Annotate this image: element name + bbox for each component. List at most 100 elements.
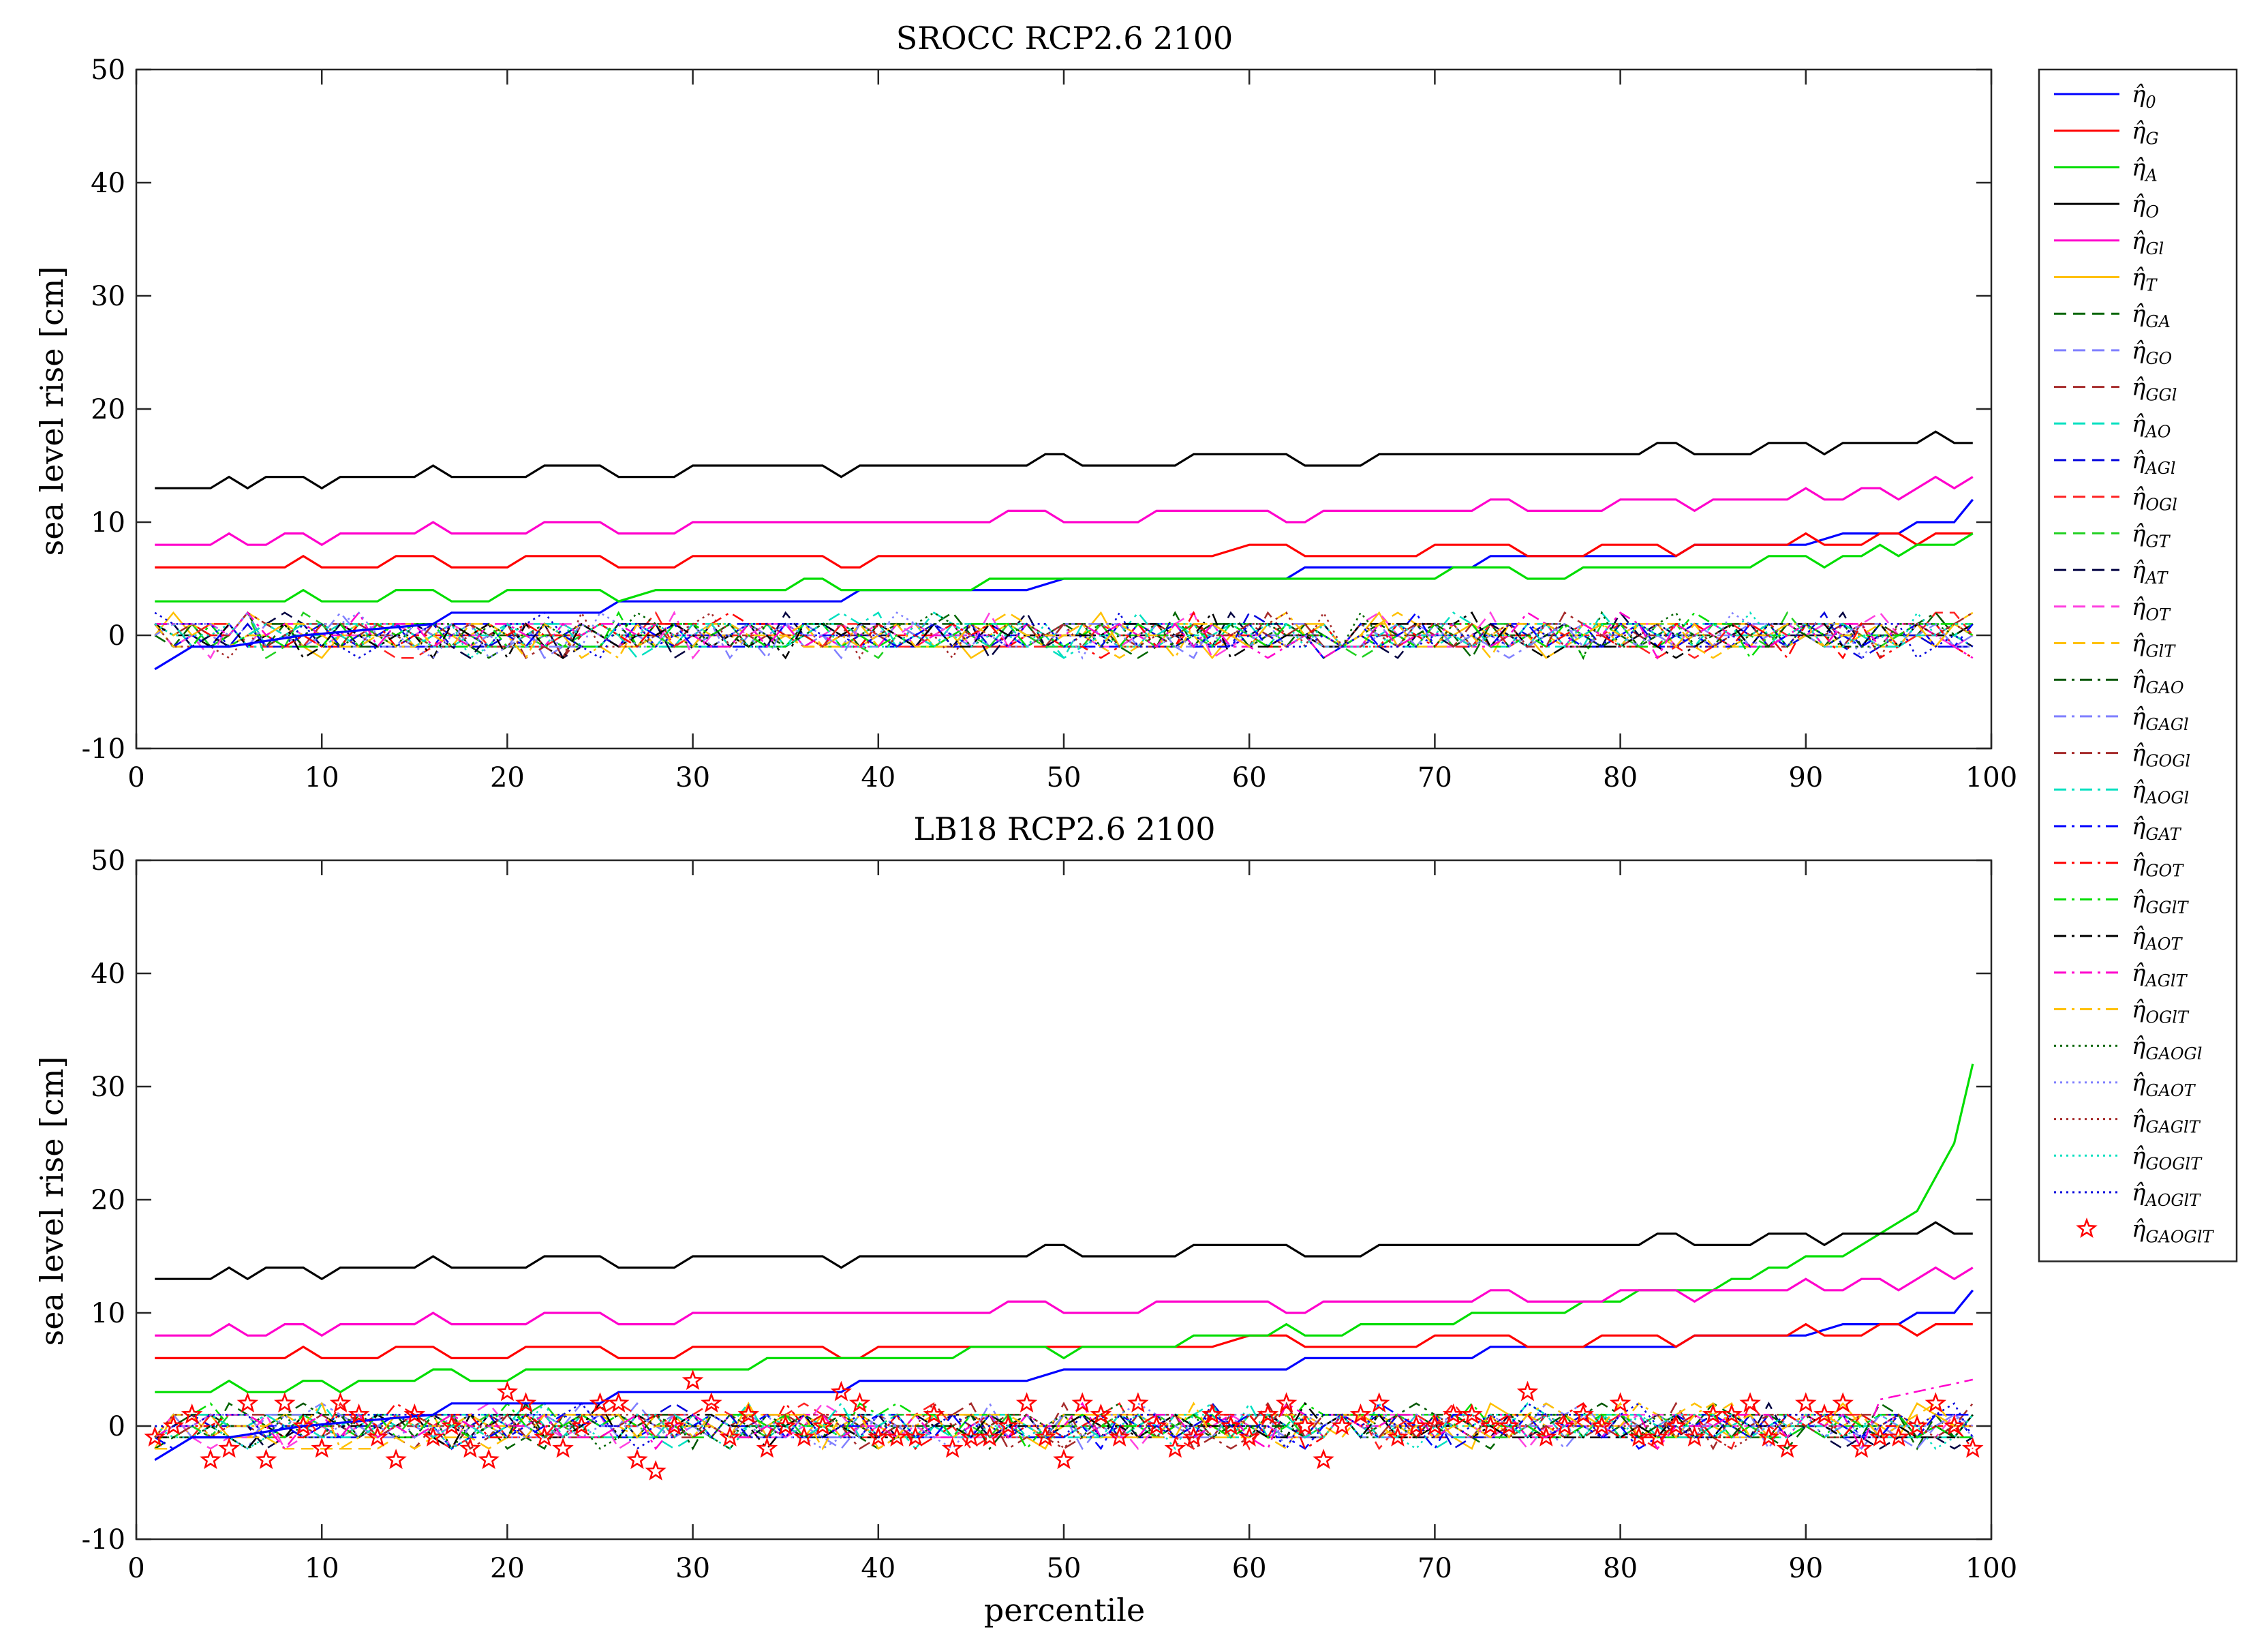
x-tick-label: 0 [127,1553,144,1584]
star-point [1888,1426,1910,1446]
legend-label-base: η̂ [2132,154,2146,181]
legend-label-base: η̂ [2132,667,2146,694]
star-point [1683,1426,1706,1446]
plot-area [154,430,1974,671]
star-point [1721,1403,1743,1424]
star-point [1257,1403,1279,1424]
star-point [1108,1426,1131,1446]
legend-star-marker [2076,1217,2098,1239]
star-point [1146,1414,1167,1436]
star-point [626,1449,648,1470]
x-tick-label: 100 [1965,1553,2017,1584]
star-point [1015,1392,1038,1413]
panel-lb18: LB18 RCP2.6 2100 sea level rise [cm] per… [33,811,2017,1629]
legend-label-base: η̂ [2132,374,2146,402]
legend-label-base: η̂ [2132,1033,2146,1060]
star-point [1813,1403,1835,1424]
x-tick-label: 60 [1232,762,1267,793]
legend-label: η̂GAGl [2132,703,2189,734]
legend-label: η̂AOGlT [2132,1179,2201,1210]
legend-label: η̂GT [2132,520,2171,551]
legend-label-base: η̂ [2132,813,2146,840]
legend-label: η̂GAT [2132,813,2182,844]
star-point [1776,1437,1798,1458]
star-point [1368,1392,1390,1413]
star-point [1591,1414,1613,1436]
series-line-gogl [154,611,1974,659]
legend-label-subscript: GO [2145,349,2172,368]
star-point [1739,1392,1761,1413]
legend-label-subscript: GT [2145,532,2171,551]
star-point [552,1437,574,1458]
star-point [1424,1414,1446,1436]
star-point [1516,1380,1539,1402]
legend-label: η̂GAOGl [2132,1033,2202,1063]
x-tick-label: 100 [1965,762,2017,793]
legend-box [2038,68,2238,1262]
star-point [181,1403,203,1424]
series-line [155,475,1974,547]
star-point [218,1437,240,1458]
legend-label: η̂GGlT [2132,886,2189,917]
legend-label-subscript: AT [2144,569,2169,588]
star-point [793,1426,815,1446]
star-point [144,1426,166,1446]
star-point [1554,1414,1576,1436]
legend: η̂0η̂Gη̂Aη̂Oη̂Glη̂Tη̂GAη̂GOη̂GGlη̂AOη̂AG… [2038,68,2238,1262]
legend-label: η̂GAO [2132,667,2184,697]
star-point [348,1403,370,1424]
legend-label-base: η̂ [2132,1106,2146,1134]
star-point [1090,1403,1112,1424]
star-point [1331,1414,1353,1436]
star-point [459,1437,481,1458]
star-point [886,1426,908,1446]
legend-label: η̂G [2132,118,2159,149]
legend-label: η̂0 [2132,81,2156,112]
series-line-gaglt [154,610,1974,660]
chart-title: LB18 RCP2.6 2100 [913,811,1215,847]
series-line-ggl [154,1402,1973,1451]
x-tick-label: 20 [490,762,525,793]
star-point [1702,1403,1724,1424]
star-point [960,1426,982,1446]
legend-label: η̂AOGl [2132,776,2189,807]
legend-label-subscript: GGlT [2145,898,2189,917]
star-point [1628,1426,1650,1446]
legend-label: η̂OGlT [2132,997,2190,1027]
legend-label-base: η̂ [2132,960,2146,987]
legend-label-base: η̂ [2132,1142,2146,1170]
series-line [155,1266,1974,1337]
legend-label-base: η̂ [2132,337,2146,365]
star-point [274,1392,296,1413]
star-point [589,1392,611,1413]
star-point [1127,1392,1149,1413]
legend-label-subscript: 0 [2145,93,2156,112]
star-point [200,1449,221,1470]
star-point [1035,1426,1056,1446]
x-tick-label: 60 [1232,1553,1267,1584]
star-point [385,1449,407,1470]
star-point [1387,1426,1409,1446]
star-point [162,1414,185,1436]
legend-label-base: η̂ [2132,886,2146,913]
star-point [1572,1403,1594,1424]
legend-label-base: η̂ [2132,410,2146,438]
star-point [1906,1414,1928,1436]
series-line-aogl [155,611,1974,659]
y-tick-label: -10 [82,733,125,765]
series-line-gaglt [154,1402,1973,1451]
x-tick-label: 10 [305,1553,339,1584]
legend-label-subscript: O [2145,202,2159,222]
y-tick-label: 30 [91,281,125,312]
legend-label: η̂Gl [2132,228,2164,258]
legend-label-subscript: GAO [2145,678,2184,697]
star-point [1925,1392,1947,1413]
y-tick-label: 10 [91,507,125,539]
star-point [923,1403,945,1424]
series-line-oglt [154,611,1974,660]
star-point [236,1392,259,1413]
legend-label-base: η̂ [2132,301,2146,328]
x-tick-label: 80 [1603,762,1638,793]
series-line-gaot [154,1402,1974,1451]
